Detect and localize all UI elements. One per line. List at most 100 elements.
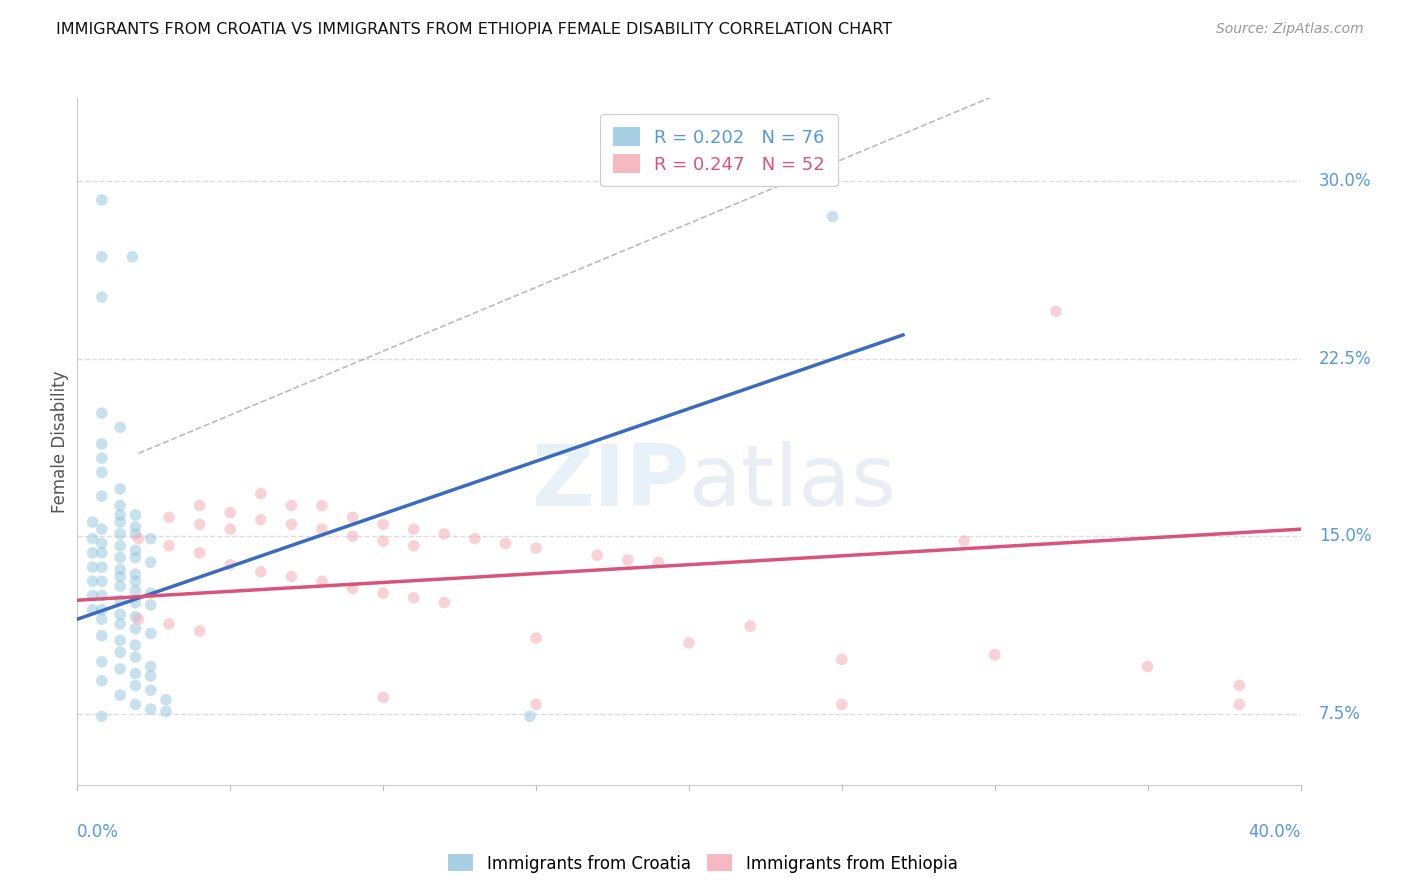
Point <box>1381 695 1403 709</box>
Point <box>280 569 302 583</box>
Point <box>1136 659 1159 673</box>
Point <box>139 683 162 698</box>
Point <box>90 451 112 466</box>
Point <box>219 522 242 536</box>
Point <box>90 574 112 589</box>
Text: IMMIGRANTS FROM CROATIA VS IMMIGRANTS FROM ETHIOPIA FEMALE DISABILITY CORRELATIO: IMMIGRANTS FROM CROATIA VS IMMIGRANTS FR… <box>56 22 893 37</box>
Point <box>124 622 146 636</box>
Point <box>188 499 211 513</box>
Point <box>108 645 131 659</box>
Point <box>108 550 131 565</box>
Point <box>1229 698 1251 712</box>
Point <box>402 591 425 605</box>
Point <box>124 596 146 610</box>
Point <box>124 638 146 652</box>
Point <box>1229 678 1251 692</box>
Point <box>90 612 112 626</box>
Point <box>90 546 112 560</box>
Point <box>250 486 273 500</box>
Point <box>280 499 302 513</box>
Point <box>90 536 112 550</box>
Point <box>524 631 547 645</box>
Point <box>90 560 112 574</box>
Point <box>586 548 609 562</box>
Point <box>250 565 273 579</box>
Point <box>371 517 394 532</box>
Point <box>108 607 131 622</box>
Point <box>108 527 131 541</box>
Point <box>90 673 112 688</box>
Point <box>157 616 180 631</box>
Point <box>108 562 131 576</box>
Point <box>402 522 425 536</box>
Point <box>82 560 104 574</box>
Point <box>831 652 853 666</box>
Point <box>524 698 547 712</box>
Point <box>108 633 131 648</box>
Point <box>433 596 456 610</box>
Point <box>108 482 131 496</box>
Point <box>82 546 104 560</box>
Point <box>90 655 112 669</box>
Point <box>311 574 333 589</box>
Point <box>139 532 162 546</box>
Point <box>188 517 211 532</box>
Point <box>90 250 112 264</box>
Point <box>821 210 844 224</box>
Point <box>311 522 333 536</box>
Point <box>371 534 394 549</box>
Text: 0.0%: 0.0% <box>77 822 120 841</box>
Legend: Immigrants from Croatia, Immigrants from Ethiopia: Immigrants from Croatia, Immigrants from… <box>441 847 965 880</box>
Point <box>371 586 394 600</box>
Point <box>740 619 762 633</box>
Point <box>124 698 146 712</box>
Point <box>188 546 211 560</box>
Point <box>464 532 486 546</box>
Point <box>342 510 364 524</box>
Point <box>139 702 162 716</box>
Point <box>495 536 517 550</box>
Point <box>402 539 425 553</box>
Text: ZIP: ZIP <box>531 442 689 524</box>
Point <box>155 705 177 719</box>
Point <box>524 541 547 555</box>
Point <box>90 489 112 503</box>
Point <box>157 510 180 524</box>
Text: 7.5%: 7.5% <box>1319 705 1361 723</box>
Point <box>124 650 146 665</box>
Point <box>617 553 640 567</box>
Point <box>127 532 149 546</box>
Point <box>139 598 162 612</box>
Point <box>90 629 112 643</box>
Point <box>188 624 211 638</box>
Point <box>155 692 177 706</box>
Point <box>1045 304 1067 318</box>
Point <box>678 636 700 650</box>
Point <box>371 690 394 705</box>
Point <box>90 709 112 723</box>
Point <box>139 669 162 683</box>
Point <box>108 515 131 529</box>
Point <box>124 567 146 582</box>
Point <box>124 508 146 522</box>
Text: Source: ZipAtlas.com: Source: ZipAtlas.com <box>1216 22 1364 37</box>
Point <box>108 420 131 434</box>
Point <box>124 550 146 565</box>
Point <box>139 659 162 673</box>
Point <box>519 709 541 723</box>
Point <box>108 579 131 593</box>
Point <box>82 515 104 529</box>
Point <box>82 589 104 603</box>
Point <box>139 555 162 569</box>
Point <box>82 574 104 589</box>
Point <box>90 406 112 420</box>
Point <box>90 589 112 603</box>
Point <box>108 593 131 607</box>
Point <box>90 522 112 536</box>
Point <box>82 532 104 546</box>
Point <box>280 517 302 532</box>
Point <box>124 574 146 589</box>
Point <box>108 539 131 553</box>
Point <box>124 583 146 598</box>
Point <box>127 612 149 626</box>
